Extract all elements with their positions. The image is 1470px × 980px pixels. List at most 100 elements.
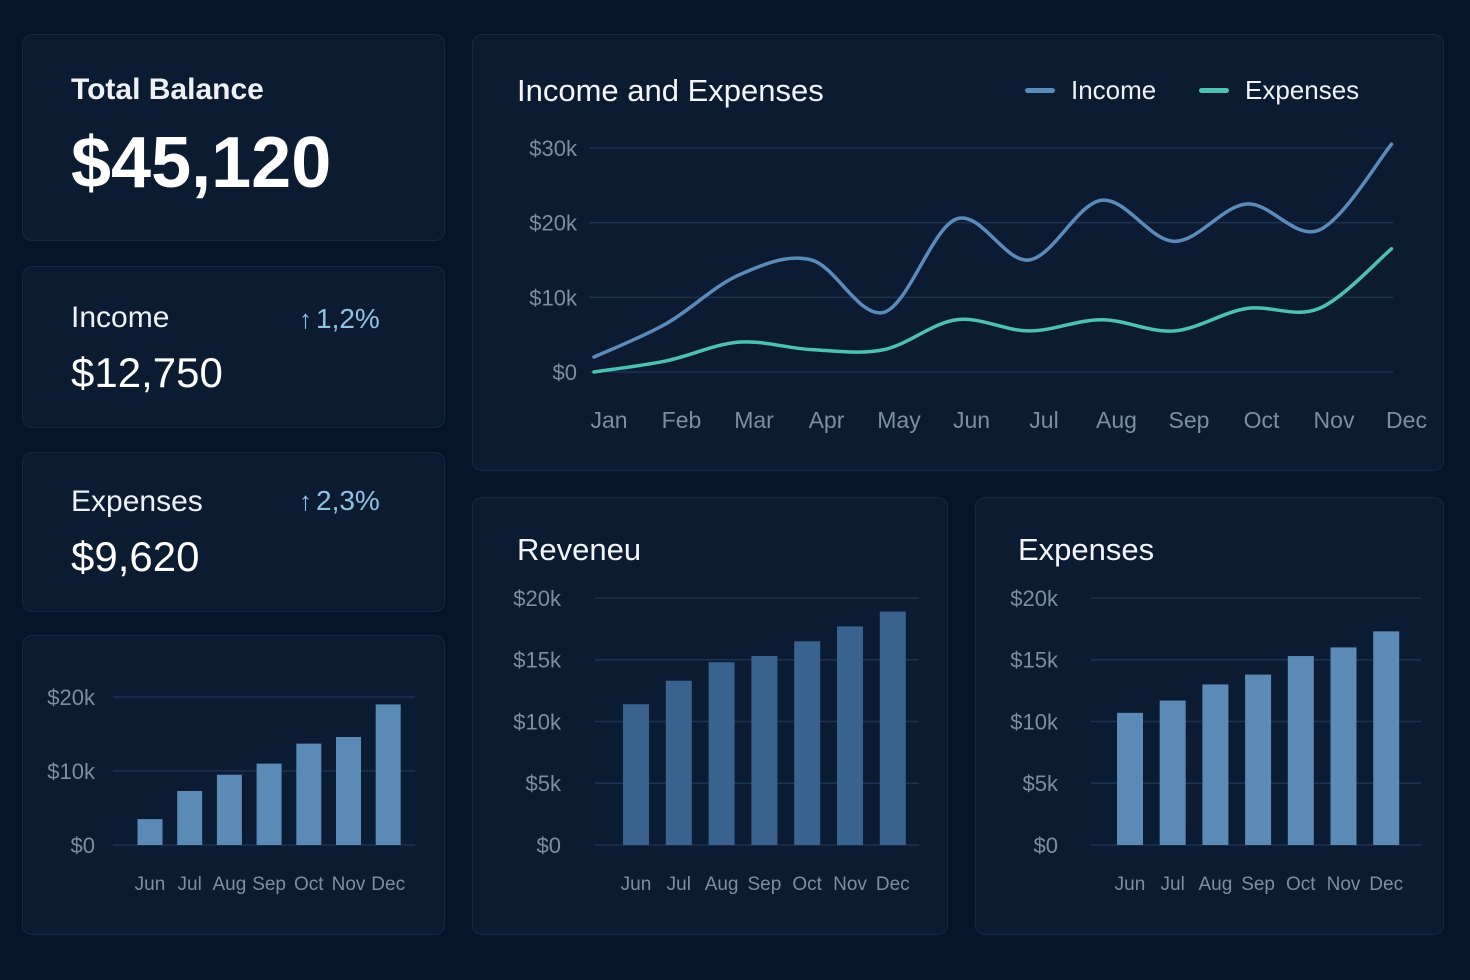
x-tick-label: Jun xyxy=(621,874,652,895)
bar xyxy=(137,819,163,845)
bar xyxy=(1159,700,1186,845)
expenses-value: $9,620 xyxy=(71,533,200,580)
income-expenses-title: Income and Expenses xyxy=(517,73,824,108)
expenses-chart-title: Expenses xyxy=(1018,532,1155,567)
legend-income-label: Income xyxy=(1071,75,1157,105)
income-change: ↑ 1,2% xyxy=(299,303,380,335)
income-expenses-line-chart: $30k $20k $10k $0 Jan Feb Mar Apr May Jun Jul Aug Se… xyxy=(529,136,1427,433)
income-expenses-chart-card: Income and Expenses Income Expenses $30k… xyxy=(472,34,1444,471)
y-tick-label: $0 xyxy=(553,360,577,385)
y-tick-label: $10k xyxy=(1010,709,1059,734)
bar xyxy=(177,790,203,845)
legend-expenses-label: Expenses xyxy=(1245,75,1360,105)
x-tick-label: Sep xyxy=(1241,874,1275,895)
x-tick-label: May xyxy=(877,407,921,433)
revenue-bar-chart: $20k $15k $10k $5k $0 Jun Jul Aug Sep Oct Nov Dec xyxy=(513,586,919,895)
bar xyxy=(296,743,322,845)
income-card: Income ↑ 1,2% $12,750 xyxy=(22,266,445,428)
x-tick-label: Oct xyxy=(294,874,324,895)
x-tick-label: Jul xyxy=(1029,407,1058,433)
bar xyxy=(336,736,361,845)
x-tick-label: Mar xyxy=(734,407,774,433)
total-balance-card: Total Balance $45,120 xyxy=(22,34,445,241)
bar xyxy=(1117,712,1143,845)
x-tick-label: Oct xyxy=(1244,407,1280,433)
x-tick-label: Feb xyxy=(662,407,702,433)
x-tick-label: Jun xyxy=(1115,874,1146,895)
revenue-title: Reveneu xyxy=(517,532,642,567)
expenses-change-value: 2,3% xyxy=(316,485,380,516)
x-tick-label: Nov xyxy=(1314,407,1355,433)
legend-expenses-swatch xyxy=(1199,88,1229,93)
y-tick-label: $0 xyxy=(71,833,95,858)
bar xyxy=(216,774,242,845)
x-tick-label: Nov xyxy=(833,874,867,895)
income-label: Income xyxy=(71,301,170,334)
bar xyxy=(751,656,778,845)
x-tick-label: Nov xyxy=(1327,874,1361,895)
y-tick-label: $0 xyxy=(1034,833,1058,858)
x-tick-label: Sep xyxy=(1169,407,1210,433)
expenses-bar-chart: $20k $15k $10k $5k $0 Jun Jul Aug Sep Oct Nov Dec xyxy=(1010,586,1421,895)
y-tick-label: $30k xyxy=(529,136,578,161)
expenses-line xyxy=(592,247,1394,374)
income-value: $12,750 xyxy=(71,349,223,396)
total-balance-value: $45,120 xyxy=(71,123,332,203)
legend-income-swatch xyxy=(1025,88,1055,93)
x-tick-label: Aug xyxy=(212,874,246,895)
bar xyxy=(794,641,821,845)
y-tick-label: $5k xyxy=(1023,771,1059,796)
bar xyxy=(256,763,282,845)
x-tick-label: Dec xyxy=(1386,407,1427,433)
x-tick-label: Oct xyxy=(792,874,822,895)
y-tick-label: $20k xyxy=(513,586,562,611)
x-tick-label: Dec xyxy=(876,874,910,895)
total-balance-label: Total Balance xyxy=(71,73,264,106)
y-tick-label: $5k xyxy=(526,771,562,796)
x-tick-label: Apr xyxy=(809,407,845,433)
small-bar-chart-card: $20k $10k $0 Jun Jul Aug Sep Oct Nov Dec xyxy=(22,635,445,935)
x-tick-label: Sep xyxy=(252,874,286,895)
legend-income[interactable]: Income xyxy=(1025,75,1156,106)
x-tick-label: Nov xyxy=(332,874,366,895)
expenses-change: ↑ 2,3% xyxy=(299,485,380,517)
x-tick-label: Dec xyxy=(1369,874,1403,895)
expenses-chart-card: Expenses $20k $15k $10k $5k $0 Jun Jul Aug Sep Oc… xyxy=(975,497,1444,935)
x-tick-label: Jul xyxy=(667,874,691,895)
bar xyxy=(708,662,735,845)
arrow-up-icon: ↑ xyxy=(299,304,312,334)
y-tick-label: $20k xyxy=(529,211,578,236)
y-tick-label: $20k xyxy=(47,685,96,710)
bar xyxy=(837,626,863,845)
x-tick-label: Jun xyxy=(953,407,990,433)
y-tick-label: $0 xyxy=(537,833,561,858)
y-tick-label: $10k xyxy=(529,285,578,310)
y-tick-label: $10k xyxy=(47,759,96,784)
x-tick-label: Aug xyxy=(1198,874,1232,895)
x-tick-label: Aug xyxy=(1096,407,1137,433)
revenue-chart-card: Reveneu $20k $15k $10k $5k $0 Jun Jul Aug Sep Oct… xyxy=(472,497,948,935)
small-bar-chart: $20k $10k $0 Jun Jul Aug Sep Oct Nov Dec xyxy=(47,685,415,895)
expenses-card: Expenses ↑ 2,3% $9,620 xyxy=(22,452,445,612)
x-tick-label: Jul xyxy=(178,874,202,895)
income-line xyxy=(592,142,1394,359)
bar xyxy=(1330,647,1357,845)
x-tick-label: Dec xyxy=(371,874,405,895)
legend-expenses[interactable]: Expenses xyxy=(1199,75,1359,106)
bar xyxy=(1287,656,1314,845)
y-tick-label: $15k xyxy=(513,648,562,673)
arrow-up-icon: ↑ xyxy=(299,486,312,516)
x-tick-label: Aug xyxy=(705,874,739,895)
x-tick-label: Sep xyxy=(747,874,781,895)
y-tick-label: $10k xyxy=(513,709,562,734)
expenses-label: Expenses xyxy=(71,485,203,518)
x-tick-label: Jun xyxy=(135,874,166,895)
bar xyxy=(879,611,906,845)
y-tick-label: $20k xyxy=(1010,586,1059,611)
x-tick-label: Jan xyxy=(590,407,627,433)
bar xyxy=(1373,631,1400,845)
income-change-value: 1,2% xyxy=(316,303,380,334)
bar xyxy=(623,704,649,845)
x-tick-label: Oct xyxy=(1286,874,1316,895)
bar xyxy=(665,680,692,845)
